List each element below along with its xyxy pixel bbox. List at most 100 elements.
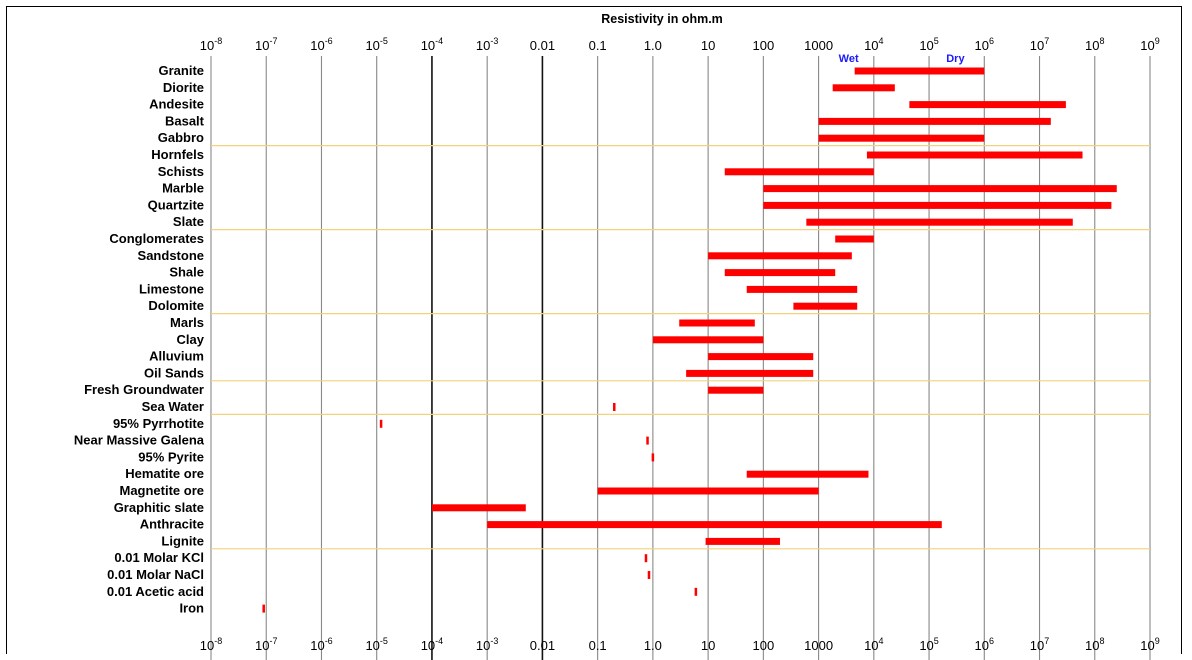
bar-graphitic-slate	[431, 504, 526, 512]
bar-lignite	[705, 537, 780, 545]
tick-bottom-1: 10-7	[255, 636, 277, 653]
label-hornfels: Hornfels	[151, 147, 204, 162]
bar-magnetite-ore	[597, 487, 819, 495]
bar-marble	[763, 185, 1117, 193]
tick-top-3: 10-5	[365, 36, 387, 53]
tick-top-5: 10-3	[476, 36, 498, 53]
bar-dolomite	[793, 302, 858, 310]
label-hematite-ore: Hematite ore	[125, 466, 204, 481]
tick-bottom-8: 1.0	[644, 638, 662, 653]
group-separators	[211, 145, 1150, 550]
label-0-01-molar-nacl: 0.01 Molar NaCl	[107, 567, 204, 582]
label-andesite: Andesite	[149, 97, 204, 112]
tick-bottom-0: 10-8	[200, 636, 222, 653]
label-marble: Marble	[162, 181, 204, 196]
label-diorite: Diorite	[163, 80, 204, 95]
label-basalt: Basalt	[165, 113, 205, 128]
tick-bottom-12: 104	[864, 636, 883, 653]
bar-95-pyrite	[651, 453, 655, 462]
bar-limestone	[746, 285, 858, 293]
label-near-massive-galena: Near Massive Galena	[74, 433, 205, 448]
tick-top-15: 107	[1030, 36, 1049, 53]
chart-frame	[6, 6, 1182, 654]
label-sea-water: Sea Water	[142, 399, 204, 414]
tick-top-7: 0.1	[589, 38, 607, 53]
tick-bottom-16: 108	[1085, 636, 1104, 653]
tick-top-2: 10-6	[310, 36, 332, 53]
label-fresh-groundwater: Fresh Groundwater	[84, 382, 204, 397]
tick-bottom-2: 10-6	[310, 636, 332, 653]
label-oil-sands: Oil Sands	[144, 365, 204, 380]
gridlines	[210, 56, 1151, 660]
label-granite: Granite	[158, 63, 204, 78]
bar-diorite	[832, 84, 895, 92]
bar-quartzite	[763, 201, 1112, 209]
bar-oil-sands	[686, 369, 814, 377]
bar-0-01-molar-kcl	[644, 554, 648, 563]
tick-bottom-6: 0.01	[530, 638, 555, 653]
bar-conglomerates	[835, 235, 874, 243]
tick-top-8: 1.0	[644, 38, 662, 53]
label-iron: Iron	[179, 601, 204, 616]
tick-bottom-5: 10-3	[476, 636, 498, 653]
tick-bottom-9: 10	[701, 638, 715, 653]
tick-bottom-15: 107	[1030, 636, 1049, 653]
bar-near-massive-galena	[646, 436, 649, 445]
bar-gabbro	[818, 134, 985, 142]
label-clay: Clay	[177, 332, 205, 347]
bar-schists	[724, 168, 874, 176]
tick-top-14: 106	[975, 36, 994, 53]
tick-bottom-14: 106	[975, 636, 994, 653]
bar-0-01-molar-nacl	[647, 571, 651, 579]
tick-top-17: 109	[1140, 36, 1159, 53]
label-marls: Marls	[170, 315, 204, 330]
tick-bottom-11: 1000	[804, 638, 833, 653]
bar-alluvium	[708, 353, 814, 361]
label-slate: Slate	[173, 214, 204, 229]
label-95-pyrrhotite: 95% Pyrrhotite	[113, 416, 204, 431]
chart-title: Resistivity in ohm.m	[601, 12, 723, 26]
bar-slate	[806, 218, 1073, 226]
bar-95-pyrrhotite	[379, 419, 383, 428]
annotations: Wet Dry	[839, 53, 966, 65]
bar-clay	[652, 336, 764, 344]
tick-top-10: 100	[753, 38, 775, 53]
label-anthracite: Anthracite	[140, 517, 204, 532]
bar-marls	[679, 319, 755, 327]
tick-bottom-10: 100	[753, 638, 775, 653]
label-sandstone: Sandstone	[138, 248, 204, 263]
tick-bottom-13: 105	[919, 636, 938, 653]
label-lignite: Lignite	[161, 533, 204, 548]
tick-bottom-7: 0.1	[589, 638, 607, 653]
bar-andesite	[909, 101, 1066, 109]
tick-top-12: 104	[864, 36, 883, 53]
tick-bottom-4: 10-4	[421, 636, 443, 653]
bar-iron	[262, 604, 265, 613]
label-0-01-acetic-acid: 0.01 Acetic acid	[107, 584, 204, 599]
bar-basalt	[818, 117, 1051, 125]
label-dolomite: Dolomite	[148, 298, 204, 313]
annotation-dry: Dry	[946, 53, 965, 65]
bar-sea-water	[613, 403, 616, 411]
bar-fresh-groundwater	[708, 386, 764, 394]
label-alluvium: Alluvium	[149, 349, 204, 364]
bar-0-01-acetic-acid	[694, 587, 698, 596]
label-shale: Shale	[169, 265, 204, 280]
tick-top-16: 108	[1085, 36, 1104, 53]
label-graphitic-slate: Graphitic slate	[114, 500, 204, 515]
tick-bottom-17: 109	[1140, 636, 1159, 653]
bar-anthracite	[487, 521, 942, 529]
bar-shale	[724, 269, 836, 277]
tick-top-1: 10-7	[255, 36, 277, 53]
label-conglomerates: Conglomerates	[109, 231, 204, 246]
tick-top-6: 0.01	[530, 38, 555, 53]
tick-top-13: 105	[919, 36, 938, 53]
bar-sandstone	[708, 252, 852, 260]
label-0-01-molar-kcl: 0.01 Molar KCl	[114, 550, 204, 565]
tick-bottom-3: 10-5	[365, 636, 387, 653]
bar-hornfels	[866, 151, 1083, 159]
label-95-pyrite: 95% Pyrite	[138, 449, 204, 464]
tick-top-4: 10-4	[421, 36, 443, 53]
